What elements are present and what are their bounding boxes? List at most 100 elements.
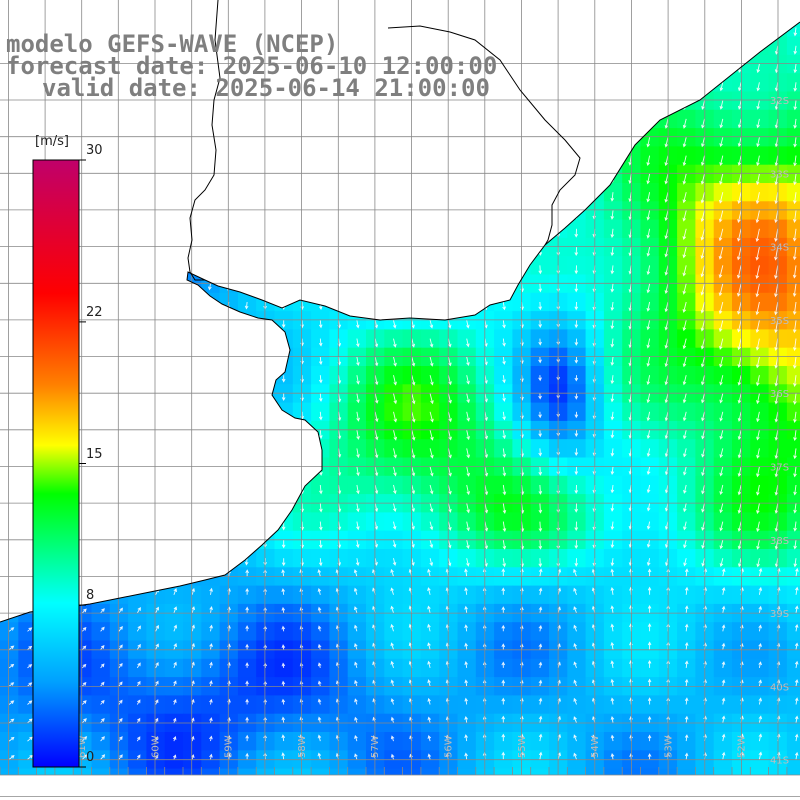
wind-arrow	[392, 192, 397, 200]
wind-speed-cell	[713, 585, 733, 605]
wind-speed-cell	[677, 73, 696, 93]
wind-speed-cell	[128, 457, 147, 477]
wind-speed-cell	[439, 22, 459, 38]
wind-arrow	[538, 411, 542, 419]
wind-arrow	[466, 503, 470, 514]
wind-arrow	[411, 338, 416, 348]
wind-speed-cell	[640, 109, 660, 129]
wind-arrow	[427, 679, 431, 687]
wind-arrow	[411, 356, 416, 367]
wind-arrow	[758, 697, 763, 705]
wind-arrow	[664, 173, 669, 185]
wind-speed-cell	[402, 768, 422, 775]
wind-speed-cell	[384, 109, 404, 129]
wind-speed-cell	[128, 274, 147, 294]
wind-speed-cell	[201, 512, 221, 532]
wind-arrow	[317, 587, 322, 595]
wind-speed-cell	[146, 274, 166, 294]
wind-arrow	[392, 210, 397, 218]
wind-arrow	[538, 192, 543, 201]
wind-speed-cell	[457, 237, 477, 257]
wind-arrow	[538, 697, 543, 705]
wind-arrow	[170, 137, 175, 146]
wind-speed-cell	[494, 201, 513, 221]
wind-speed-cell	[366, 274, 385, 294]
wind-arrow	[392, 27, 396, 34]
wind-speed-cell	[786, 219, 800, 239]
wind-arrow	[8, 608, 15, 614]
wind-speed-cell	[439, 201, 459, 221]
wind-arrow	[392, 173, 397, 182]
wind-speed-cell	[237, 768, 257, 775]
wind-arrow	[538, 265, 543, 275]
wind-speed-cell	[366, 237, 385, 257]
wind-arrow	[356, 356, 360, 367]
wind-speed-cell	[219, 585, 239, 605]
wind-arrow	[207, 155, 212, 164]
wind-arrow	[465, 210, 470, 218]
wind-arrow	[354, 661, 358, 669]
wind-speed-cell	[311, 128, 330, 147]
wind-arrow	[173, 588, 177, 595]
wind-arrow	[484, 375, 488, 385]
wind-arrow	[701, 484, 705, 495]
wind-arrow	[282, 9, 285, 16]
wind-arrow	[244, 375, 249, 383]
wind-arrow	[171, 173, 175, 182]
wind-arrow	[27, 590, 33, 596]
wind-arrow	[646, 118, 651, 129]
wind-speed-cell	[384, 164, 404, 184]
wind-speed-cell	[311, 201, 330, 221]
wind-speed-cell	[329, 109, 349, 129]
wind-speed-cell	[146, 311, 166, 330]
wind-arrow	[429, 411, 434, 423]
wind-arrow	[209, 606, 213, 614]
wind-speed-cell	[786, 109, 800, 129]
wind-speed-cell	[292, 439, 312, 459]
wind-arrow	[610, 247, 615, 257]
wind-speed-cell	[530, 36, 550, 56]
wind-arrow	[719, 539, 724, 550]
wind-speed-cell	[420, 164, 440, 184]
wind-speed-cell	[0, 420, 19, 440]
wind-arrow	[355, 118, 360, 127]
wind-speed-cell	[183, 475, 202, 495]
wind-arrow	[281, 356, 286, 365]
wind-arrow	[502, 210, 506, 219]
wind-arrow	[207, 503, 212, 511]
wind-speed-cell	[567, 622, 587, 642]
wind-arrow	[392, 301, 397, 310]
wind-arrow	[464, 642, 468, 650]
wind-arrow	[81, 682, 87, 687]
wind-speed-cell	[128, 237, 147, 257]
wind-arrow	[520, 155, 524, 163]
wind-arrow	[118, 644, 123, 650]
wind-arrow	[466, 539, 470, 550]
wind-arrow	[755, 301, 760, 316]
wind-arrow	[245, 680, 249, 687]
wind-speed-cell	[237, 695, 257, 715]
wind-speed-cell	[274, 146, 294, 166]
wind-speed-cell	[274, 347, 294, 367]
wind-speed-cell	[494, 695, 513, 715]
wind-arrow	[502, 301, 506, 311]
wind-arrow	[718, 265, 724, 279]
wind-arrow	[774, 430, 779, 441]
wind-arrow	[737, 484, 742, 496]
wind-arrow	[465, 283, 470, 292]
wind-speed-cell	[18, 622, 38, 642]
wind-arrow	[646, 448, 651, 458]
wind-arrow	[134, 118, 138, 127]
wind-speed-cell	[420, 128, 440, 147]
wind-arrow	[154, 754, 159, 760]
wind-speed-cell	[311, 658, 330, 678]
wind-speed-cell	[292, 695, 312, 715]
wind-arrow	[209, 9, 212, 15]
wind-arrow	[136, 699, 141, 705]
wind-speed-cell	[530, 201, 550, 221]
wind-arrow	[244, 411, 249, 420]
wind-arrow	[755, 338, 760, 351]
wind-speed-cell	[237, 146, 257, 166]
wind-arrow	[171, 429, 175, 438]
wind-arrow	[318, 375, 323, 384]
